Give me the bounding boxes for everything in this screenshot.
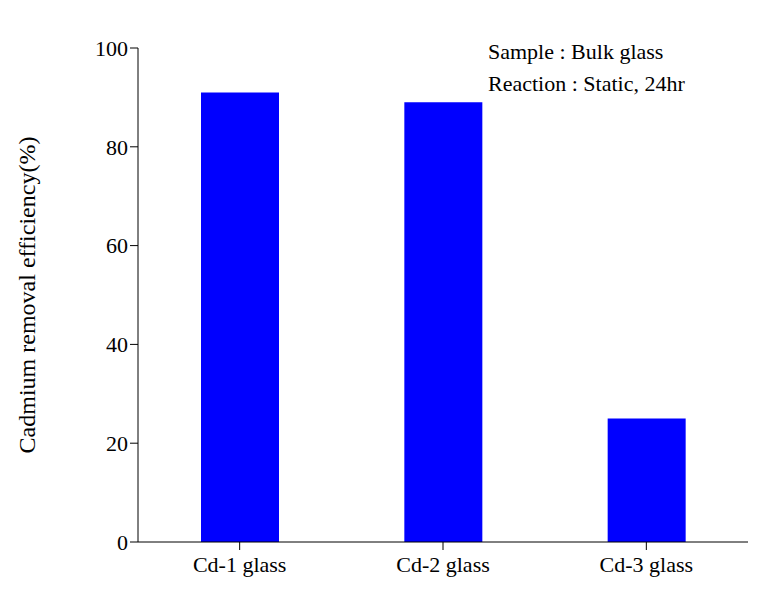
svg-text:Cd-2 glass: Cd-2 glass [396,552,490,577]
svg-text:20: 20 [106,431,128,456]
html-text:Reaction : Static, 24hr: Reaction : Static, 24hr [488,71,685,96]
svg-text:100: 100 [95,36,128,61]
svg-text:40: 40 [106,332,128,357]
svg-text:0: 0 [117,530,128,555]
svg-text:Cd-1 glass: Cd-1 glass [193,552,287,577]
svg-text:80: 80 [106,135,128,160]
svg-text:Cd-3 glass: Cd-3 glass [600,552,694,577]
svg-text:60: 60 [106,233,128,258]
html-text:Sample : Bulk glass: Sample : Bulk glass [488,39,664,64]
svg-text:Cadmium removal efficiency(%): Cadmium removal efficiency(%) [14,137,40,454]
